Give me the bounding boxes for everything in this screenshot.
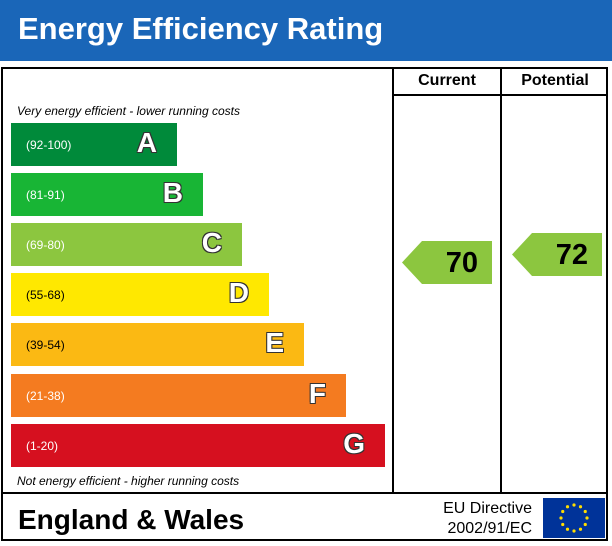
band-range: (39-54): [26, 338, 65, 352]
header-bar: Energy Efficiency Rating: [0, 0, 612, 61]
band-a: (92-100) A: [11, 123, 177, 166]
eu-stars: [559, 503, 589, 533]
top-note: Very energy efficient - lower running co…: [17, 104, 240, 118]
band-g: (1-20) G: [11, 424, 385, 467]
band-letter: D: [228, 277, 249, 308]
eu-star-icon: [578, 527, 583, 531]
band-range: (21-38): [26, 389, 65, 403]
eu-star-icon: [561, 509, 565, 514]
column-divider-current: [392, 67, 394, 494]
potential-column-header: Potential: [521, 72, 589, 89]
band-range: (1-20): [26, 439, 59, 453]
band-c: (69-80) C: [11, 223, 242, 266]
eu-star-icon: [561, 522, 565, 527]
band-range: (92-100): [26, 138, 72, 152]
eu-star-icon: [572, 529, 576, 533]
band-letter: C: [201, 227, 222, 258]
band-b: (81-91) B: [11, 173, 203, 216]
band-range: (55-68): [26, 288, 65, 302]
region-label: England & Wales: [18, 504, 245, 535]
eu-star-icon: [572, 503, 576, 507]
band-range: (81-91): [26, 188, 65, 202]
footer-divider: [1, 492, 608, 494]
eu-star-icon: [559, 516, 563, 520]
column-divider-potential: [500, 67, 502, 494]
rating-table: [1, 67, 608, 541]
eu-directive-label: EU Directive: [443, 500, 532, 517]
band-letter: G: [343, 428, 365, 459]
band-letter: F: [308, 378, 326, 409]
current-rating-value: 70: [445, 247, 478, 279]
potential-arrow-shape: [512, 233, 602, 276]
header-divider: [392, 94, 608, 96]
chart-title: Energy Efficiency Rating: [18, 11, 384, 46]
eu-directive-number: 2002/91/EC: [447, 520, 532, 537]
band-d: (55-68) D: [11, 273, 269, 316]
band-e: (39-54) E: [11, 323, 304, 366]
current-column-header: Current: [418, 72, 476, 89]
eu-star-icon: [578, 505, 583, 509]
potential-rating-arrow: 72: [512, 233, 602, 276]
band-letter: B: [162, 177, 183, 208]
potential-rating-value: 72: [555, 239, 588, 271]
eu-star-icon: [585, 516, 589, 520]
eu-star-icon: [583, 522, 587, 527]
eu-flag-icon: [543, 498, 605, 538]
eu-star-icon: [565, 527, 570, 531]
current-rating-arrow: 70: [402, 241, 492, 284]
eu-star-icon: [565, 505, 570, 509]
bottom-note: Not energy efficient - higher running co…: [17, 474, 240, 488]
band-range: (69-80): [26, 238, 65, 252]
band-letter: E: [265, 327, 284, 358]
band-letter: A: [136, 127, 157, 158]
eu-star-icon: [583, 509, 587, 514]
current-arrow-shape: [402, 241, 492, 284]
band-f: (21-38) F: [11, 374, 346, 417]
